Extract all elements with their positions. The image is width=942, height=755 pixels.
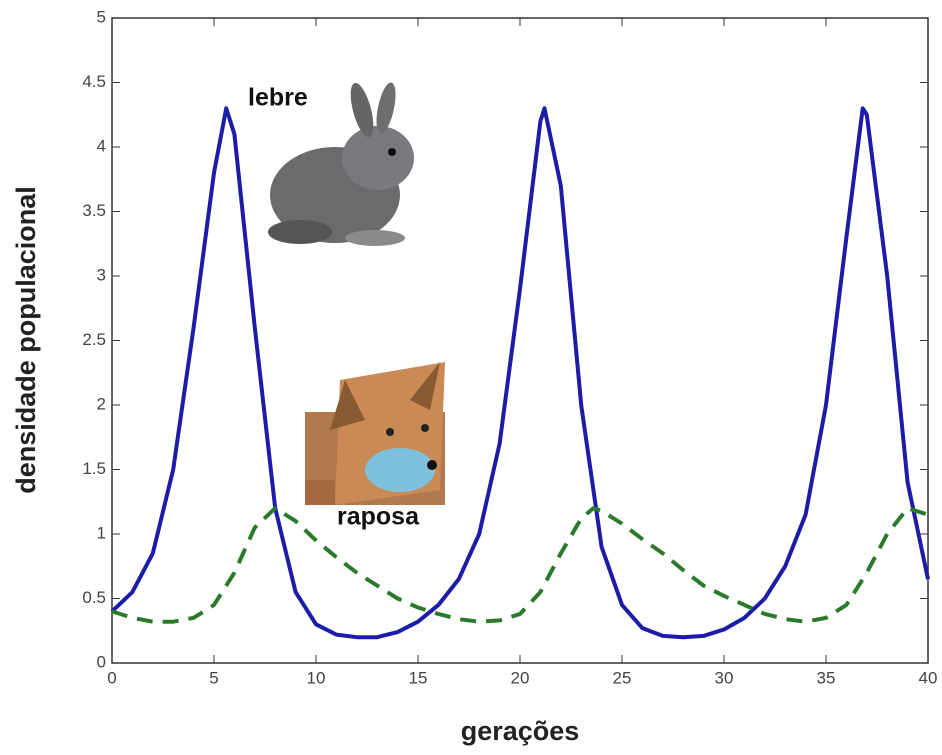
annotation: raposa [337, 503, 420, 531]
fox-image [305, 362, 445, 505]
x-tick-label: 35 [817, 668, 836, 687]
y-tick-label: 0.5 [82, 588, 106, 607]
y-axis-label: densidade populacional [11, 186, 41, 494]
x-axis-label: gerações [461, 716, 580, 746]
series-line [110, 106, 930, 640]
x-tick-label: 40 [919, 668, 938, 687]
x-tick-label: 15 [409, 668, 428, 687]
y-tick-label: 0 [97, 652, 106, 671]
y-tick-label: 2.5 [82, 330, 106, 349]
series-line [111, 506, 929, 624]
x-tick-label: 10 [307, 668, 326, 687]
plot-frame [111, 17, 929, 664]
y-tick-label: 3.5 [82, 201, 106, 220]
y-tick-label: 1.5 [82, 459, 106, 478]
x-tick-label: 25 [613, 668, 632, 687]
x-tick-label: 0 [107, 668, 116, 687]
x-tick-label: 30 [715, 668, 734, 687]
annotation: lebre [248, 84, 308, 112]
y-tick-label: 2 [97, 394, 106, 413]
y-tick-label: 3 [97, 265, 106, 284]
y-tick-label: 4.5 [82, 72, 106, 91]
x-tick-label: 5 [209, 668, 218, 687]
y-tick-label: 5 [97, 7, 106, 26]
y-tick-label: 1 [97, 523, 106, 542]
y-tick-label: 4 [97, 136, 106, 155]
rabbit-image [268, 82, 414, 246]
x-tick-label: 20 [511, 668, 530, 687]
